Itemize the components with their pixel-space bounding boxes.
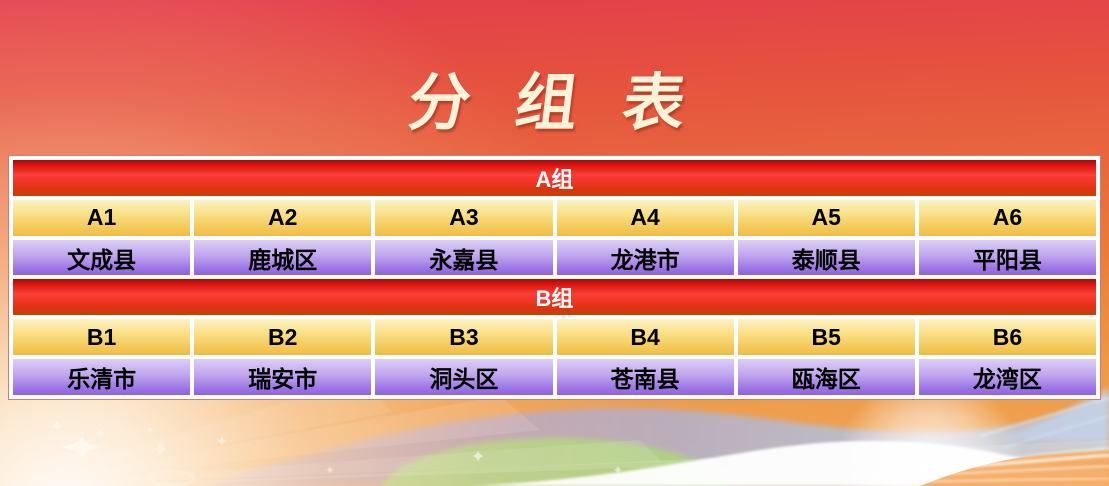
team-cell-a4: 龙港市 <box>556 239 734 276</box>
team-cell-a3: 永嘉县 <box>375 239 553 276</box>
team-cell-b4: 苍南县 <box>556 359 734 395</box>
team-cell-b5: 瓯海区 <box>737 359 915 395</box>
slot-cell-b4: B4 <box>556 319 734 356</box>
team-cell-b2: 瑞安市 <box>194 359 372 395</box>
slot-cell-b2: B2 <box>194 319 372 356</box>
slot-cell-a4: A4 <box>556 199 734 236</box>
team-cell-a2: 鹿城区 <box>194 239 372 276</box>
team-cell-b6: 龙湾区 <box>918 359 1096 395</box>
team-cell-b1: 乐清市 <box>13 359 191 395</box>
slot-cell-b5: B5 <box>737 319 915 356</box>
team-cell-b3: 洞头区 <box>375 359 553 395</box>
team-cell-a5: 泰顺县 <box>737 239 915 276</box>
team-cell-a1: 文成县 <box>13 239 191 276</box>
slot-cell-a6: A6 <box>918 199 1096 236</box>
slot-cell-a1: A1 <box>13 199 191 236</box>
slot-cell-a3: A3 <box>375 199 553 236</box>
grouping-table: A组 A1 A2 A3 A4 A5 A6 文成县 鹿城区 永嘉县 龙港市 泰顺县… <box>8 155 1101 400</box>
slot-cell-a5: A5 <box>737 199 915 236</box>
page-title: 分 组 表 <box>404 69 704 138</box>
slot-cell-a2: A2 <box>194 199 372 236</box>
group-a-header: A组 <box>13 160 1096 196</box>
slot-cell-b1: B1 <box>13 319 191 356</box>
group-b-header: B组 <box>13 279 1096 316</box>
slot-cell-b6: B6 <box>918 319 1096 356</box>
slot-cell-b3: B3 <box>375 319 553 356</box>
team-cell-a6: 平阳县 <box>918 239 1096 276</box>
